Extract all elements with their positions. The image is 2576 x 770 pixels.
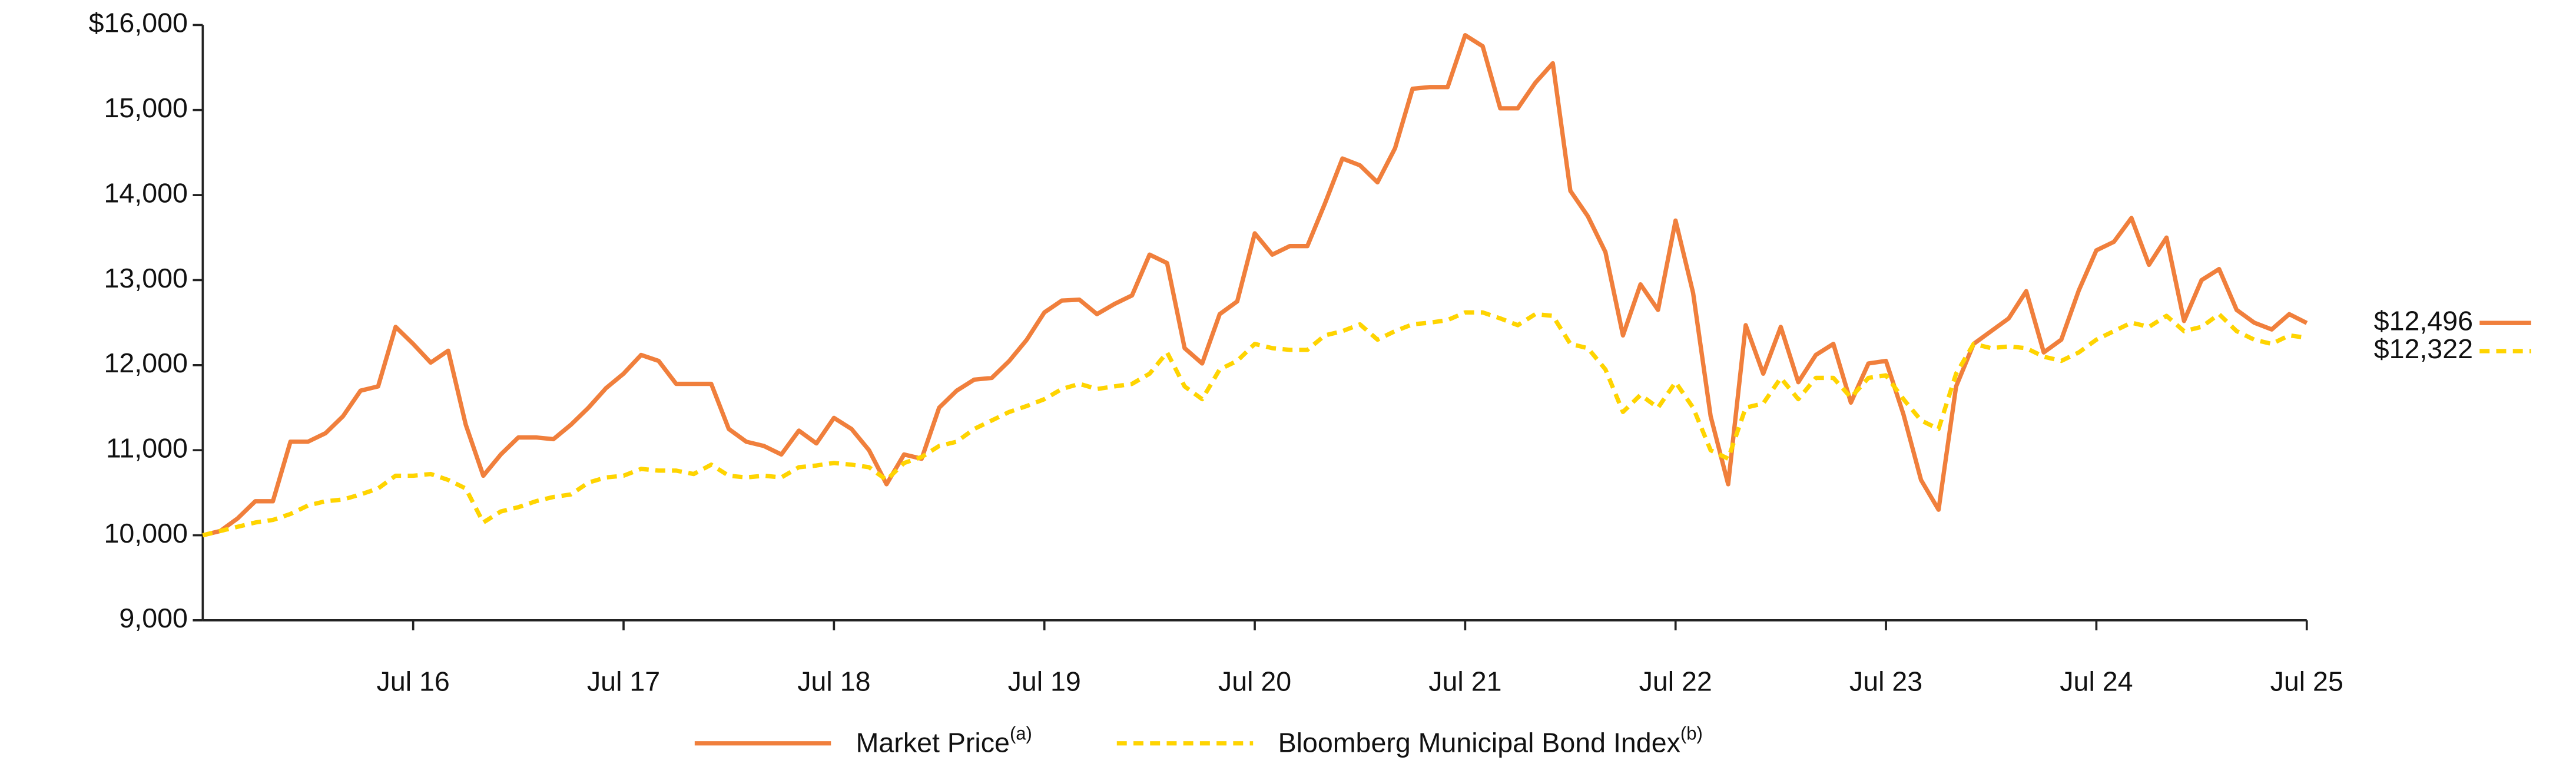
legend-footnote: (a)	[1010, 723, 1032, 744]
y-tick-label: 12,000	[104, 348, 188, 378]
series-line	[202, 33, 2308, 538]
y-tick-label: 13,000	[104, 263, 188, 293]
y-tick-label: $16,000	[89, 8, 188, 38]
x-tick-label: Jul 25	[2270, 666, 2343, 696]
series-line	[202, 310, 2308, 538]
y-tick-label: 11,000	[106, 432, 188, 463]
x-tick-label: Jul 17	[587, 666, 660, 696]
legend-name: Bloomberg Municipal Bond Index	[1278, 728, 1680, 758]
x-tick-label: Jul 23	[1849, 666, 1922, 696]
y-tick-label: 15,000	[104, 92, 188, 123]
x-tick-label: Jul 18	[797, 666, 870, 696]
legend-label: Market Price(a)	[856, 723, 1032, 758]
x-tick-label: Jul 24	[2060, 666, 2133, 696]
legend-footnote: (b)	[1680, 723, 1703, 744]
y-tick-label: 9,000	[119, 603, 188, 633]
x-tick-label: Jul 19	[1008, 666, 1081, 696]
x-tick-label: Jul 16	[377, 666, 450, 696]
legend-name: Market Price	[856, 728, 1010, 758]
y-tick-label: 14,000	[104, 177, 188, 208]
end-label: $12,322	[2374, 333, 2473, 364]
legend-label: Bloomberg Municipal Bond Index(b)	[1278, 723, 1703, 758]
y-tick-label: 10,000	[104, 518, 188, 548]
x-tick-label: Jul 21	[1428, 666, 1501, 696]
x-tick-label: Jul 22	[1639, 666, 1712, 696]
end-label: $12,496	[2374, 306, 2473, 336]
x-tick-label: Jul 20	[1218, 666, 1291, 696]
